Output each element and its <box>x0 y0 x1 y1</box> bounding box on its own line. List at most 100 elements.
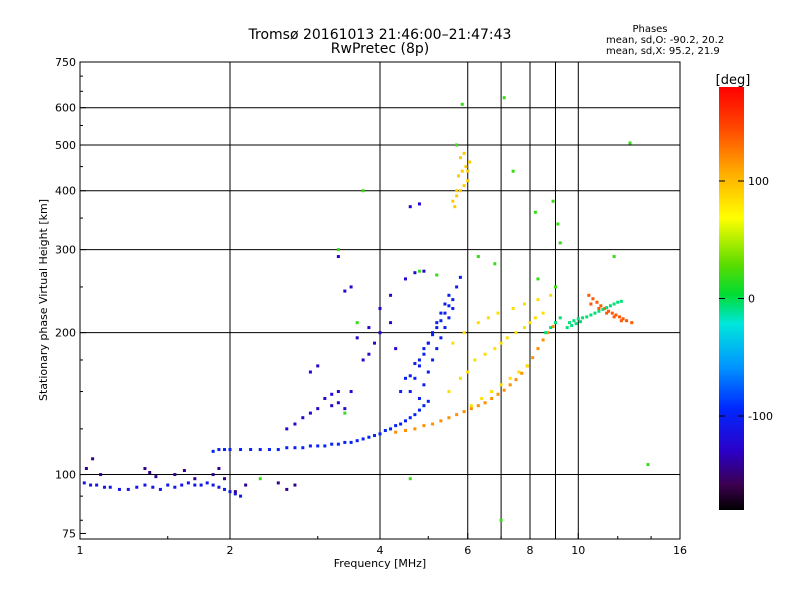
data-point <box>551 325 555 329</box>
data-point <box>89 483 93 487</box>
data-point <box>496 311 500 315</box>
data-point <box>378 307 382 311</box>
data-point <box>469 404 473 408</box>
data-point <box>408 390 412 394</box>
data-point <box>343 289 347 293</box>
data-point <box>99 473 103 477</box>
data-point <box>126 487 130 491</box>
data-point <box>589 313 593 317</box>
data-point <box>349 285 353 289</box>
data-point <box>383 429 387 433</box>
data-point <box>493 262 497 266</box>
data-point <box>546 331 550 335</box>
data-point <box>182 469 186 473</box>
data-point <box>447 390 451 394</box>
data-point <box>614 313 618 317</box>
data-point <box>151 485 155 489</box>
data-point <box>417 364 421 368</box>
x-tick-label: 8 <box>527 544 534 557</box>
data-point <box>502 388 506 392</box>
data-point <box>413 376 417 380</box>
data-point <box>549 293 553 297</box>
data-point <box>619 319 623 323</box>
data-point <box>646 463 650 467</box>
data-point <box>480 396 484 400</box>
data-point <box>466 370 470 374</box>
data-point <box>413 362 417 366</box>
data-point <box>483 401 487 405</box>
data-point <box>431 333 435 337</box>
data-point <box>460 102 464 106</box>
data-point <box>570 324 574 328</box>
data-point <box>612 315 616 319</box>
data-point <box>330 404 334 408</box>
data-point <box>601 307 605 311</box>
data-point <box>439 336 443 340</box>
data-point <box>336 248 340 252</box>
data-point <box>431 358 435 362</box>
data-point <box>422 424 426 428</box>
data-point <box>343 440 347 444</box>
data-point <box>389 321 393 325</box>
data-point <box>408 205 412 209</box>
data-point <box>443 302 447 306</box>
data-point <box>610 311 614 315</box>
data-point <box>476 255 480 259</box>
data-point <box>517 370 521 374</box>
data-point <box>267 448 271 452</box>
data-point <box>422 383 426 387</box>
data-point <box>408 416 412 420</box>
data-point <box>551 199 555 203</box>
data-point <box>621 317 625 321</box>
data-point <box>394 430 398 434</box>
data-point <box>154 475 158 479</box>
data-point <box>276 481 280 485</box>
data-point <box>447 293 451 297</box>
data-point <box>496 392 500 396</box>
data-point <box>301 446 305 450</box>
legend-title: Phases <box>632 24 667 35</box>
data-point <box>223 448 227 452</box>
data-point <box>239 448 243 452</box>
y-tick-label: 300 <box>55 244 76 257</box>
data-point <box>625 319 629 323</box>
data-point <box>233 490 237 494</box>
data-point <box>565 326 569 330</box>
data-point <box>361 437 365 441</box>
data-point <box>361 189 365 193</box>
y-tick-label: 75 <box>62 527 76 540</box>
data-point <box>308 411 312 415</box>
data-point <box>462 331 466 335</box>
data-point <box>403 419 407 423</box>
y-tick-label: 400 <box>55 185 76 198</box>
data-point <box>435 347 439 351</box>
data-point <box>616 300 620 304</box>
data-point <box>403 376 407 380</box>
y-axis-ticks: 75 100 200 300 400 500 600 750 <box>55 56 86 540</box>
data-point <box>367 435 371 439</box>
data-point <box>249 448 253 452</box>
data-point <box>520 371 524 375</box>
data-point <box>608 304 612 308</box>
data-point <box>455 189 459 193</box>
data-point <box>553 321 557 325</box>
data-point <box>466 179 470 183</box>
y-axis-label: Stationary phase Virtual Height [km] <box>37 199 50 401</box>
data-point <box>399 422 403 426</box>
data-point <box>447 316 451 320</box>
data-point <box>103 485 107 489</box>
data-point <box>605 306 609 310</box>
data-point <box>455 143 459 147</box>
y-tick-label: 750 <box>55 56 76 69</box>
data-point <box>597 309 601 313</box>
data-point <box>536 277 540 281</box>
data-point <box>417 396 421 400</box>
data-point <box>581 316 585 320</box>
data-point <box>508 383 512 387</box>
data-point <box>536 347 540 351</box>
data-point <box>464 165 468 169</box>
data-point <box>361 358 365 362</box>
data-point <box>336 390 340 394</box>
data-point <box>536 298 540 302</box>
